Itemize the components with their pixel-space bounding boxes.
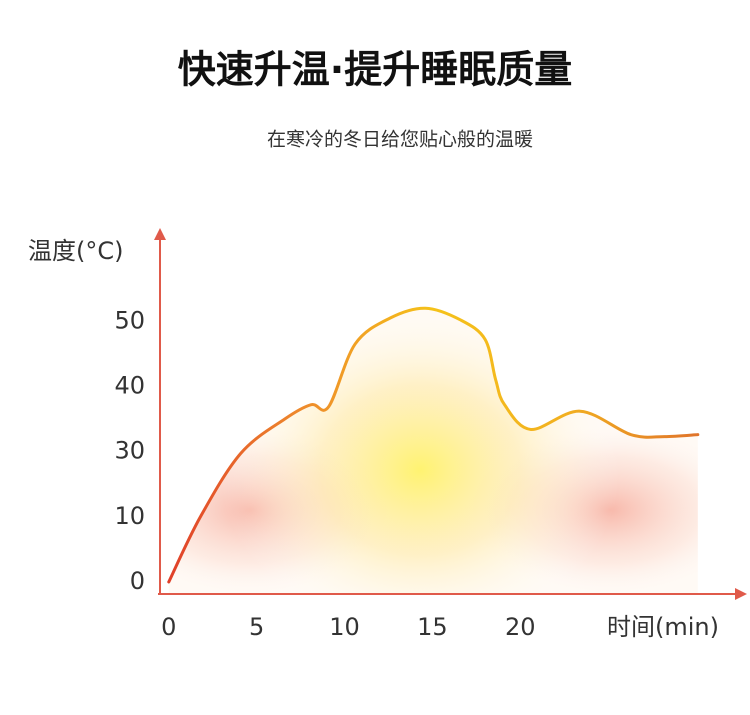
x-tick-label: 10 xyxy=(329,613,360,641)
line xyxy=(167,306,700,584)
y-tick-label: 50 xyxy=(114,306,145,334)
title: 快速升温·提升睡眠质量 xyxy=(178,48,572,92)
x-axis-arrow xyxy=(735,588,747,600)
x-axis-label: 时间(min) xyxy=(607,613,719,641)
y-tick-label: 0 xyxy=(130,567,145,595)
y-axis-label: 温度(°C) xyxy=(28,237,123,265)
y-tick-label: 10 xyxy=(114,502,145,530)
x-tick-label: 15 xyxy=(417,613,448,641)
x-tick-label: 20 xyxy=(505,613,536,641)
y-axis-arrow xyxy=(154,228,166,240)
x-tick-label: 5 xyxy=(249,613,264,641)
y-tick-label: 30 xyxy=(114,437,145,465)
y-tick-label: 40 xyxy=(114,371,145,399)
glow xyxy=(168,308,698,593)
x-tick-label: 0 xyxy=(161,613,176,641)
subtitle: 在寒冷的冬日给您贴心般的温暖 xyxy=(267,129,533,151)
